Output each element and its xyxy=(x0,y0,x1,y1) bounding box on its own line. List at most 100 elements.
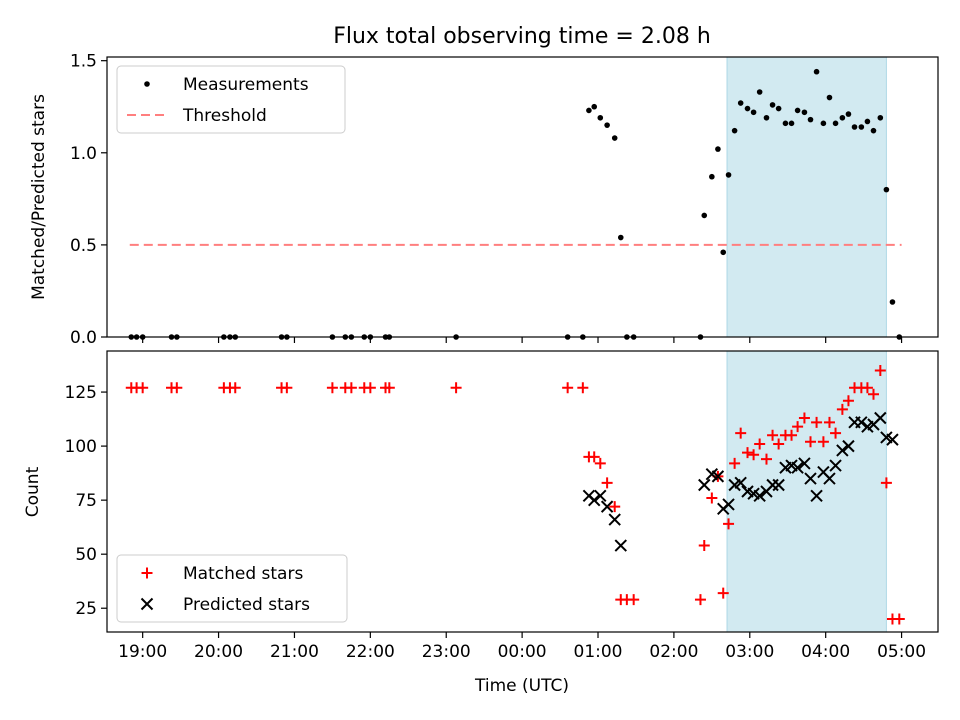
predicted-star-point xyxy=(798,457,811,470)
matched-star-point xyxy=(588,451,600,463)
x-tick-label: 05:00 xyxy=(877,642,926,662)
y-tick-label: 1.0 xyxy=(70,144,97,164)
matched-star-point xyxy=(867,388,879,400)
matched-star-point xyxy=(383,382,395,394)
matched-star-point xyxy=(842,395,854,407)
matched-star-point xyxy=(717,587,729,599)
legend-box xyxy=(116,65,346,134)
y-tick-label: 0.5 xyxy=(70,236,97,256)
measurement-point xyxy=(877,114,884,121)
measurement-point xyxy=(720,249,727,256)
matched-star-point xyxy=(326,382,338,394)
matched-star-point xyxy=(171,382,183,394)
measurement-point xyxy=(737,100,744,106)
measurement-point xyxy=(756,89,763,95)
measurement-point xyxy=(883,186,890,193)
measurement-point xyxy=(617,234,624,241)
x-tick-label: 23:00 xyxy=(422,642,471,662)
measurement-point xyxy=(725,172,732,178)
measurement-point xyxy=(591,103,598,110)
measurement-point xyxy=(763,114,770,121)
series-predicted-stars xyxy=(582,411,899,552)
x-tick-label: 02:00 xyxy=(649,642,698,662)
x-tick-label: 19:00 xyxy=(118,642,167,662)
matched-star-point xyxy=(786,429,798,441)
y-tick-label: 0.0 xyxy=(70,328,97,348)
matched-star-point xyxy=(830,427,842,439)
predicted-star-point xyxy=(804,472,817,485)
series-matched-stars xyxy=(125,364,905,625)
matched-star-point xyxy=(137,382,149,394)
matched-star-point xyxy=(229,382,241,394)
predicted-star-point xyxy=(600,500,614,513)
legend-marker-measurements xyxy=(144,81,150,87)
legend-box xyxy=(116,554,348,623)
matched-star-point xyxy=(792,421,804,433)
series-measurements xyxy=(128,68,903,340)
predicted-star-point xyxy=(722,498,735,511)
measurement-point xyxy=(845,111,852,117)
matched-star-point xyxy=(773,438,785,450)
matched-star-point xyxy=(594,457,606,469)
predicted-star-point xyxy=(823,472,836,485)
matched-star-point xyxy=(345,382,357,394)
measurement-point xyxy=(813,68,820,75)
measurement-point xyxy=(750,109,757,116)
predicted-star-point xyxy=(711,470,725,483)
measurement-point xyxy=(744,105,751,112)
matched-star-point xyxy=(861,382,873,394)
x-tick-label: 22:00 xyxy=(346,642,395,662)
measurement-point xyxy=(709,173,715,180)
matched-star-point xyxy=(577,382,589,394)
measurement-point xyxy=(826,94,833,101)
matched-star-point xyxy=(874,364,886,376)
measurement-point xyxy=(889,299,896,305)
y-tick-label: 25 xyxy=(75,599,97,619)
measurement-point xyxy=(731,127,738,134)
matched-star-point xyxy=(742,447,754,459)
matched-star-point xyxy=(754,438,766,450)
matched-star-point xyxy=(811,416,823,428)
predicted-star-point xyxy=(734,476,747,490)
shaded-span xyxy=(726,350,887,633)
x-tick-label: 21:00 xyxy=(270,642,319,662)
predicted-star-point xyxy=(874,411,887,425)
predicted-star-point xyxy=(588,493,601,507)
shaded-span xyxy=(726,56,887,338)
x-tick-label: 04:00 xyxy=(801,642,850,662)
legend-label: Threshold xyxy=(182,106,267,126)
predicted-star-point xyxy=(855,416,868,429)
top-panel: 0.0 0.5 1.0 1.5 Measurements Threshold xyxy=(70,52,939,348)
predicted-star-point xyxy=(810,489,823,503)
predicted-star-point xyxy=(753,489,766,503)
matched-star-point xyxy=(767,429,779,441)
matched-star-point xyxy=(601,477,613,489)
predicted-star-point xyxy=(829,459,842,472)
predicted-star-point xyxy=(772,478,785,492)
predicted-star-point xyxy=(791,461,804,474)
top-y-axis-label: Matched/Predicted stars xyxy=(29,94,49,300)
measurement-point xyxy=(775,105,782,112)
predicted-star-point xyxy=(614,539,627,552)
matched-star-point xyxy=(880,477,892,489)
y-tick-label: 75 xyxy=(75,491,97,511)
x-tick-label: 20:00 xyxy=(194,642,243,662)
bottom-y-axis-label: Count xyxy=(23,466,43,517)
matched-star-point xyxy=(805,436,817,448)
matched-star-point xyxy=(723,518,735,530)
x-axis-label: Time (UTC) xyxy=(474,676,569,696)
matched-star-point xyxy=(836,403,848,415)
matched-star-point xyxy=(748,449,760,461)
measurement-point xyxy=(715,146,721,152)
matched-star-point xyxy=(562,382,574,394)
matched-star-point xyxy=(893,613,905,625)
matched-star-point xyxy=(450,382,462,394)
x-tick-label: 03:00 xyxy=(725,642,774,662)
predicted-star-point xyxy=(842,439,855,453)
measurement-point xyxy=(769,102,776,108)
measurement-point xyxy=(794,107,801,114)
matched-star-point xyxy=(729,457,741,469)
measurement-point xyxy=(701,212,708,219)
predicted-star-point xyxy=(698,478,711,492)
